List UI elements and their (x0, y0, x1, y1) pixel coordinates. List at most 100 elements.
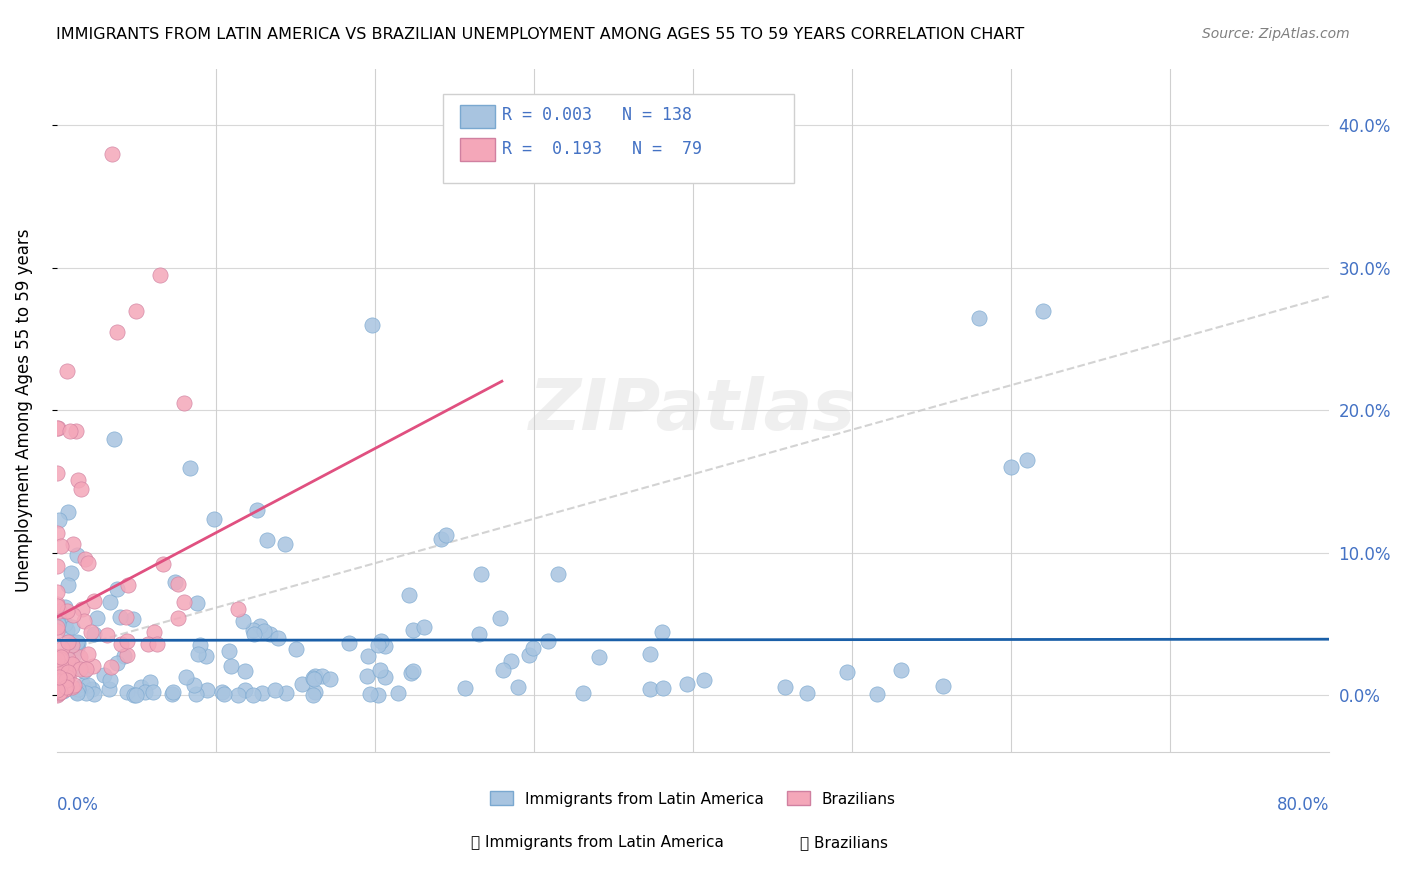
Text: Source: ZipAtlas.com: Source: ZipAtlas.com (1202, 27, 1350, 41)
Point (98, 594, 121, 608)
Point (100, 659, 122, 673)
Point (186, 647, 208, 661)
Point (62, 537, 84, 551)
Point (219, 658, 242, 673)
Point (211, 684, 233, 698)
Point (188, 638, 211, 652)
Point (105, 656, 128, 670)
Point (73, 615, 96, 629)
Point (101, 147, 124, 161)
Point (640, 682, 662, 697)
Point (356, 668, 378, 682)
Point (73, 664, 96, 678)
Point (263, 682, 285, 697)
Point (46, 624, 69, 639)
Point (232, 614, 254, 628)
Point (45, 650, 67, 665)
Point (60, 657, 83, 671)
Point (304, 685, 326, 699)
Point (226, 688, 249, 702)
Point (413, 620, 436, 634)
Point (117, 634, 139, 648)
Point (302, 671, 325, 685)
Point (890, 663, 912, 677)
Point (48, 670, 70, 684)
Point (46, 685, 69, 699)
Text: ZIPatlas: ZIPatlas (529, 376, 856, 445)
Point (76, 647, 98, 661)
Point (273, 537, 295, 551)
Point (48, 604, 70, 618)
Text: 0.0%: 0.0% (56, 797, 98, 814)
Text: 80.0%: 80.0% (1277, 797, 1329, 814)
Text: IMMIGRANTS FROM LATIN AMERICA VS BRAZILIAN UNEMPLOYMENT AMONG AGES 55 TO 59 YEAR: IMMIGRANTS FROM LATIN AMERICA VS BRAZILI… (56, 27, 1025, 42)
Point (149, 268, 172, 282)
Point (932, 679, 955, 693)
Point (55, 680, 77, 694)
Point (86, 611, 108, 625)
Point (56, 624, 79, 638)
Point (83, 594, 105, 608)
Point (1031, 303, 1053, 318)
Point (49, 671, 72, 685)
Point (48, 686, 70, 700)
Point (361, 318, 384, 332)
Point (69, 649, 91, 664)
Point (359, 687, 381, 701)
Point (53, 682, 76, 697)
Point (167, 611, 190, 625)
Point (51, 640, 73, 655)
Point (93, 667, 115, 681)
Point (98, 673, 121, 687)
Point (233, 665, 256, 679)
Point (65, 425, 87, 439)
Point (796, 686, 818, 700)
Point (572, 686, 595, 700)
Point (1000, 460, 1022, 475)
Point (387, 686, 409, 700)
Point (52, 676, 75, 690)
Text: ⬜ Brazilians: ⬜ Brazilians (800, 836, 887, 850)
Point (67, 681, 90, 696)
Point (693, 673, 716, 687)
Point (66, 686, 89, 700)
Point (652, 681, 675, 695)
Point (48, 675, 70, 690)
Point (202, 512, 225, 526)
Point (167, 577, 190, 591)
Point (402, 623, 425, 637)
Point (46, 616, 69, 631)
Point (259, 627, 281, 641)
Point (651, 625, 673, 640)
Point (45, 421, 67, 435)
Point (256, 533, 278, 548)
Point (96, 628, 118, 642)
Point (75, 662, 97, 676)
Point (46, 585, 69, 599)
Point (367, 688, 389, 702)
Point (48, 651, 70, 665)
Point (285, 642, 308, 657)
Point (173, 595, 195, 609)
Point (368, 664, 391, 678)
Y-axis label: Unemployment Among Ages 55 to 59 years: Unemployment Among Ages 55 to 59 years (15, 228, 32, 592)
Point (55, 682, 77, 697)
Point (80, 625, 103, 640)
Point (143, 624, 166, 639)
Point (82, 681, 104, 696)
Point (142, 685, 165, 699)
Point (62, 649, 84, 664)
Point (66, 636, 89, 650)
Point (218, 643, 240, 657)
Point (250, 686, 273, 700)
Point (122, 612, 145, 626)
Point (58, 667, 80, 681)
Point (103, 432, 125, 446)
Point (49, 539, 72, 553)
Text: R =  0.193   N =  79: R = 0.193 N = 79 (502, 140, 702, 158)
Point (56, 665, 79, 680)
Point (45, 675, 67, 690)
Point (125, 688, 148, 702)
Point (56, 604, 79, 618)
Text: R = 0.003   N = 138: R = 0.003 N = 138 (502, 106, 692, 124)
